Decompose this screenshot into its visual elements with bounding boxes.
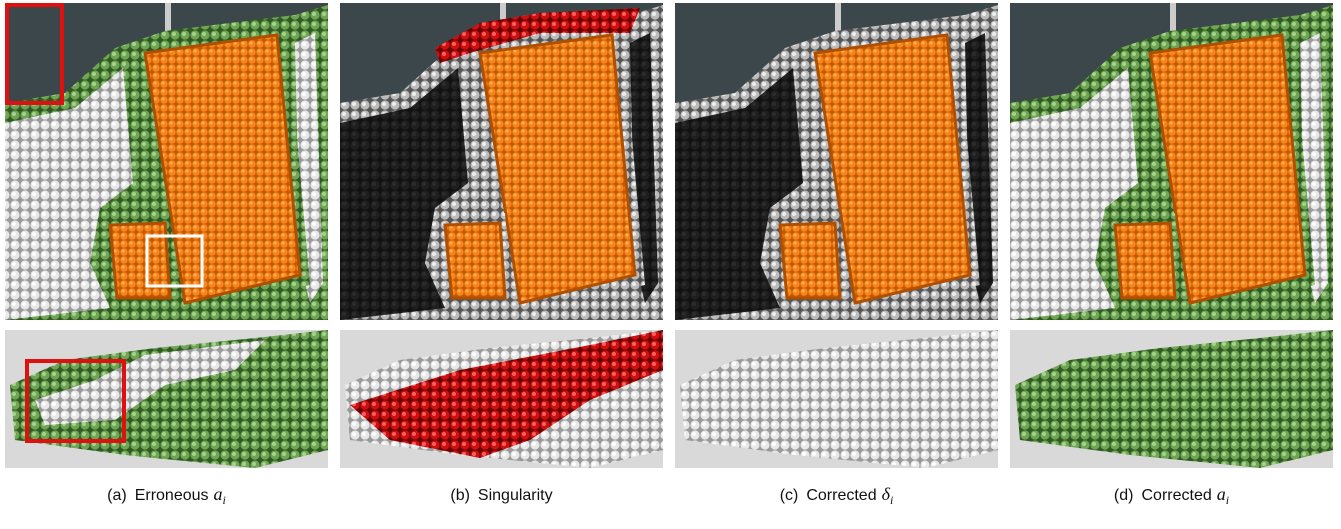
- figure: (a)Erroneousai(b)Singularity(c)Corrected…: [0, 0, 1341, 529]
- caption-subscript: i: [223, 493, 226, 507]
- caption: (a) Erroneous ai: [107, 484, 226, 507]
- caption-symbol: a: [214, 484, 223, 504]
- caption-label: (c): [780, 487, 799, 504]
- panel: (d) Corrected ai: [1010, 3, 1333, 507]
- caption-symbol: a: [1217, 484, 1226, 504]
- orange-box: [780, 223, 840, 298]
- caption-label: (a): [107, 487, 127, 504]
- caption-label: (b): [450, 487, 470, 504]
- caption-text: Erroneous: [135, 487, 209, 504]
- panel: (a) Erroneous ai: [5, 3, 328, 507]
- caption-subscript: i: [890, 493, 893, 507]
- caption-text: Singularity: [478, 487, 553, 504]
- caption-text: Corrected: [1141, 487, 1211, 504]
- caption: (d) Corrected ai: [1114, 484, 1229, 507]
- orange-box: [1115, 223, 1175, 298]
- caption: (b) Singularity: [450, 487, 552, 504]
- caption-text: Corrected: [806, 487, 876, 504]
- orange-box: [445, 223, 505, 298]
- caption-label: (d): [1114, 487, 1134, 504]
- caption-subscript: i: [1226, 493, 1229, 507]
- panel: (b) Singularity: [340, 3, 663, 504]
